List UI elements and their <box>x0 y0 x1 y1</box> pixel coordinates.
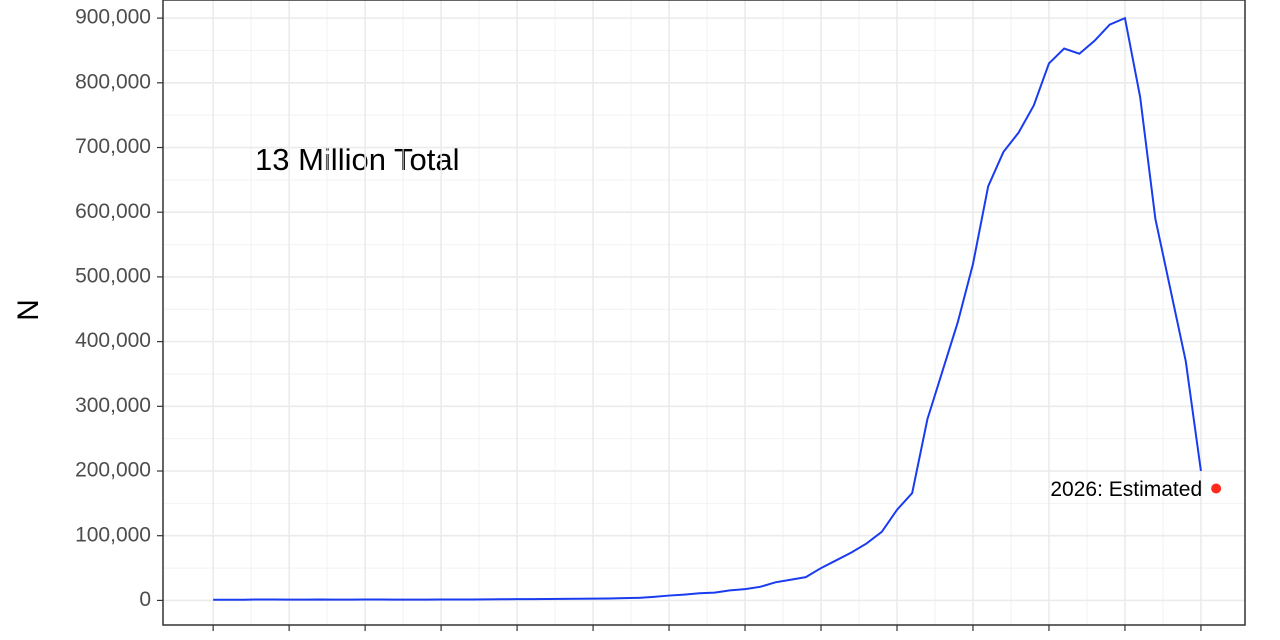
x-tick-label: 1965 <box>266 637 313 640</box>
line <box>213 16 1202 601</box>
x-tick-label: 2010 <box>950 637 997 640</box>
estimate-label: 2026: Estimated <box>1050 478 1202 501</box>
x-tick-label: 1960 <box>190 637 237 640</box>
y-tick-label: 200,000 <box>75 459 151 482</box>
y-tick-label: 100,000 <box>75 523 151 546</box>
y-tick-label: 800,000 <box>75 70 151 93</box>
x-tick-label: 1985 <box>570 637 617 640</box>
x-tick-label: 1975 <box>418 637 465 640</box>
x-tick-label: 2025 <box>1178 637 1225 640</box>
y-tick-label: 500,000 <box>75 264 151 287</box>
y-tick-label: 400,000 <box>75 329 151 352</box>
y-tick-label: 0 <box>139 588 151 611</box>
x-tick-label: 1990 <box>646 637 693 640</box>
x-tick-label: 2005 <box>874 637 921 640</box>
y-tick-label: 300,000 <box>75 394 151 417</box>
y-tick-label: 900,000 <box>75 6 151 29</box>
panel-border <box>162 0 1246 626</box>
x-tick-label: 2020 <box>1102 637 1149 640</box>
y-tick-label: 600,000 <box>75 200 151 223</box>
y-axis-label: N <box>12 299 45 321</box>
x-tick-label: 2000 <box>798 637 845 640</box>
x-tick-label: 1980 <box>494 637 541 640</box>
estimate-point <box>1211 483 1222 494</box>
y-tick-label: 700,000 <box>75 135 151 158</box>
x-tick-label: 2015 <box>1026 637 1073 640</box>
x-tick-label: 1995 <box>722 637 769 640</box>
x-tick-label: 1970 <box>342 637 389 640</box>
